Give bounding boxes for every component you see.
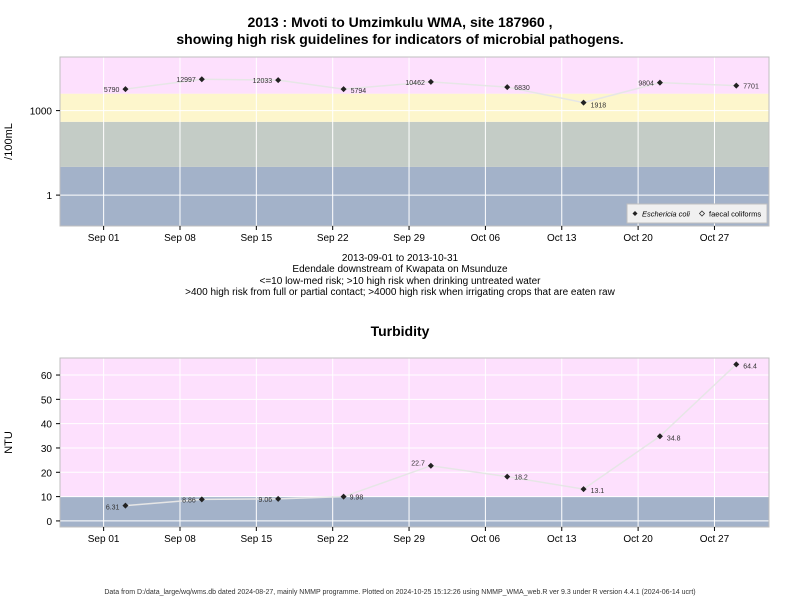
legend-label-faecal: faecal coliforms — [709, 210, 761, 219]
caption-date-range: 2013-09-01 to 2013-10-31 — [341, 253, 459, 264]
x-tick-label: Sep 08 — [164, 534, 196, 545]
chart-title-line-1: 2013 : Mvoti to Umzimkulu WMA, site 1879… — [247, 14, 553, 30]
data-label: 7701 — [743, 84, 759, 91]
y-tick-label: 20 — [41, 468, 53, 479]
risk-band-0 — [60, 496, 769, 527]
x-tick-label: Oct 27 — [700, 233, 730, 244]
data-label: 22.7 — [411, 461, 425, 468]
x-tick-label: Sep 01 — [88, 233, 120, 244]
y-tick-label: 30 — [41, 444, 53, 455]
x-tick-label: Oct 20 — [623, 534, 653, 545]
y-tick-label: 0 — [46, 517, 52, 528]
data-label: 34.8 — [667, 435, 681, 442]
y-axis-label: /100mL — [3, 123, 15, 160]
data-point — [427, 78, 434, 85]
x-tick-label: Sep 29 — [393, 534, 425, 545]
data-label: 8.86 — [182, 497, 196, 504]
data-point — [656, 433, 663, 440]
x-tick-label: Sep 08 — [164, 233, 196, 244]
data-point — [504, 473, 511, 480]
risk-band-1 — [60, 358, 769, 497]
data-label: 9.06 — [259, 497, 273, 504]
data-label: 12997 — [176, 77, 196, 84]
data-point — [340, 493, 347, 500]
turbidity-title: Turbidity — [370, 323, 430, 339]
footer-note: Data from D:/data_large/wq/wms.db dated … — [104, 589, 696, 596]
caption-location: Edendale downstream of Kwapata on Msundu… — [292, 264, 508, 275]
risk-band-2 — [60, 93, 769, 122]
caption-risk-drinking: <=10 low-med risk; >10 high risk when dr… — [259, 276, 541, 287]
chart-title-line-2: showing high risk guidelines for indicat… — [176, 31, 624, 47]
data-point — [427, 462, 434, 469]
data-label: 9.98 — [350, 495, 364, 502]
y-tick-label: 1 — [46, 191, 52, 202]
data-label: 1918 — [591, 103, 607, 110]
y-tick-label: 50 — [41, 395, 53, 406]
chart-microbial: Sep 01 Sep 08 Sep 15 Sep 22 Sep 29 Oct 06 Oct … — [3, 56, 770, 244]
data-label: 18.2 — [514, 475, 528, 482]
x-tick-label: Sep 15 — [240, 534, 272, 545]
data-label: 6.31 — [106, 505, 120, 512]
data-point — [122, 502, 129, 509]
data-point — [198, 496, 205, 503]
legend-box — [626, 203, 768, 224]
x-tick-label: Sep 15 — [240, 233, 272, 244]
data-point — [580, 486, 587, 493]
data-point — [504, 84, 511, 91]
data-point — [198, 76, 205, 83]
data-point — [656, 79, 663, 86]
data-point — [733, 361, 740, 368]
x-tick-label: Oct 13 — [547, 534, 577, 545]
data-label: 64.4 — [743, 363, 757, 370]
legend-label-ecoli: Eschericia coli — [642, 210, 690, 219]
y-tick-label: 1000 — [30, 107, 53, 118]
data-point — [733, 82, 740, 89]
plot-frame — [59, 357, 770, 528]
risk-band-1 — [60, 121, 769, 167]
data-label: 13.1 — [591, 488, 605, 495]
data-point — [122, 86, 129, 93]
y-tick-label: 60 — [41, 371, 53, 382]
x-tick-label: Sep 22 — [317, 534, 349, 545]
plot-frame — [59, 56, 770, 227]
x-tick-label: Oct 13 — [547, 233, 577, 244]
data-label: 12033 — [253, 78, 273, 85]
legend: Eschericia coli faecal coliforms — [626, 203, 768, 224]
data-point — [275, 495, 282, 502]
data-label: 6830 — [514, 85, 530, 92]
data-label: 5794 — [351, 88, 367, 95]
x-tick-label: Sep 01 — [88, 534, 120, 545]
x-tick-label: Oct 06 — [471, 534, 501, 545]
x-tick-label: Oct 06 — [471, 233, 501, 244]
y-tick-label: 40 — [41, 420, 53, 431]
x-tick-label: Sep 22 — [317, 233, 349, 244]
legend-marker-ecoli — [632, 211, 638, 216]
x-tick-label: Oct 20 — [623, 233, 653, 244]
x-tick-label: Oct 27 — [700, 534, 730, 545]
data-label: 10462 — [405, 80, 425, 87]
risk-band-3 — [60, 57, 769, 94]
data-label: 5790 — [104, 87, 120, 94]
legend-marker-faecal — [698, 210, 706, 217]
data-point — [340, 86, 347, 93]
y-axis-label: NTU — [3, 431, 15, 454]
x-tick-label: Sep 29 — [393, 233, 425, 244]
caption-risk-contact: >400 high risk from full or partial cont… — [185, 287, 615, 298]
chart-turbidity: Sep 01 Sep 08 Sep 15 Sep 22 Sep 29 Oct 06 Oct … — [3, 357, 770, 545]
data-point — [275, 77, 282, 84]
data-point — [580, 99, 587, 106]
y-tick-label: 10 — [41, 493, 53, 504]
data-label: 9804 — [638, 81, 654, 88]
